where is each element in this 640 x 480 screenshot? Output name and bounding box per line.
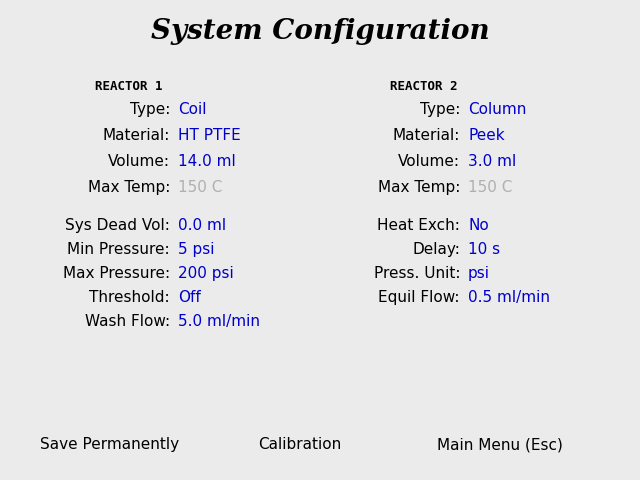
Text: 5.0 ml/min: 5.0 ml/min <box>178 314 260 329</box>
Text: Min Pressure:: Min Pressure: <box>67 242 170 257</box>
Text: Max Temp:: Max Temp: <box>88 180 170 195</box>
Text: 14.0 ml: 14.0 ml <box>178 154 236 169</box>
Text: HT PTFE: HT PTFE <box>178 128 241 143</box>
Text: Type:: Type: <box>130 102 170 117</box>
Text: Volume:: Volume: <box>108 154 170 169</box>
Text: Calibration: Calibration <box>259 437 342 452</box>
Text: Type:: Type: <box>420 102 460 117</box>
Text: No: No <box>468 218 489 233</box>
Text: Max Pressure:: Max Pressure: <box>63 266 170 281</box>
Text: Material:: Material: <box>392 128 460 143</box>
Text: 200 psi: 200 psi <box>178 266 234 281</box>
Text: Threshold:: Threshold: <box>90 290 170 305</box>
Text: Press. Unit:: Press. Unit: <box>374 266 460 281</box>
Text: 150 C: 150 C <box>468 180 513 195</box>
Text: Material:: Material: <box>102 128 170 143</box>
Text: Off: Off <box>178 290 201 305</box>
Text: REACTOR 2: REACTOR 2 <box>390 80 458 93</box>
Text: Peek: Peek <box>468 128 504 143</box>
Text: Column: Column <box>468 102 526 117</box>
Text: Save Permanently: Save Permanently <box>40 437 180 452</box>
Text: 10 s: 10 s <box>468 242 500 257</box>
Text: Volume:: Volume: <box>398 154 460 169</box>
Text: Delay:: Delay: <box>412 242 460 257</box>
Text: Main Menu (Esc): Main Menu (Esc) <box>437 437 563 452</box>
Text: System Configuration: System Configuration <box>150 18 490 45</box>
Text: Coil: Coil <box>178 102 207 117</box>
Text: REACTOR 1: REACTOR 1 <box>95 80 163 93</box>
Text: Heat Exch:: Heat Exch: <box>377 218 460 233</box>
Text: 150 C: 150 C <box>178 180 222 195</box>
Text: Equil Flow:: Equil Flow: <box>378 290 460 305</box>
Text: 3.0 ml: 3.0 ml <box>468 154 516 169</box>
Text: psi: psi <box>468 266 490 281</box>
Text: Sys Dead Vol:: Sys Dead Vol: <box>65 218 170 233</box>
Text: Wash Flow:: Wash Flow: <box>85 314 170 329</box>
Text: 5 psi: 5 psi <box>178 242 214 257</box>
Text: 0.0 ml: 0.0 ml <box>178 218 226 233</box>
Text: Max Temp:: Max Temp: <box>378 180 460 195</box>
Text: 0.5 ml/min: 0.5 ml/min <box>468 290 550 305</box>
